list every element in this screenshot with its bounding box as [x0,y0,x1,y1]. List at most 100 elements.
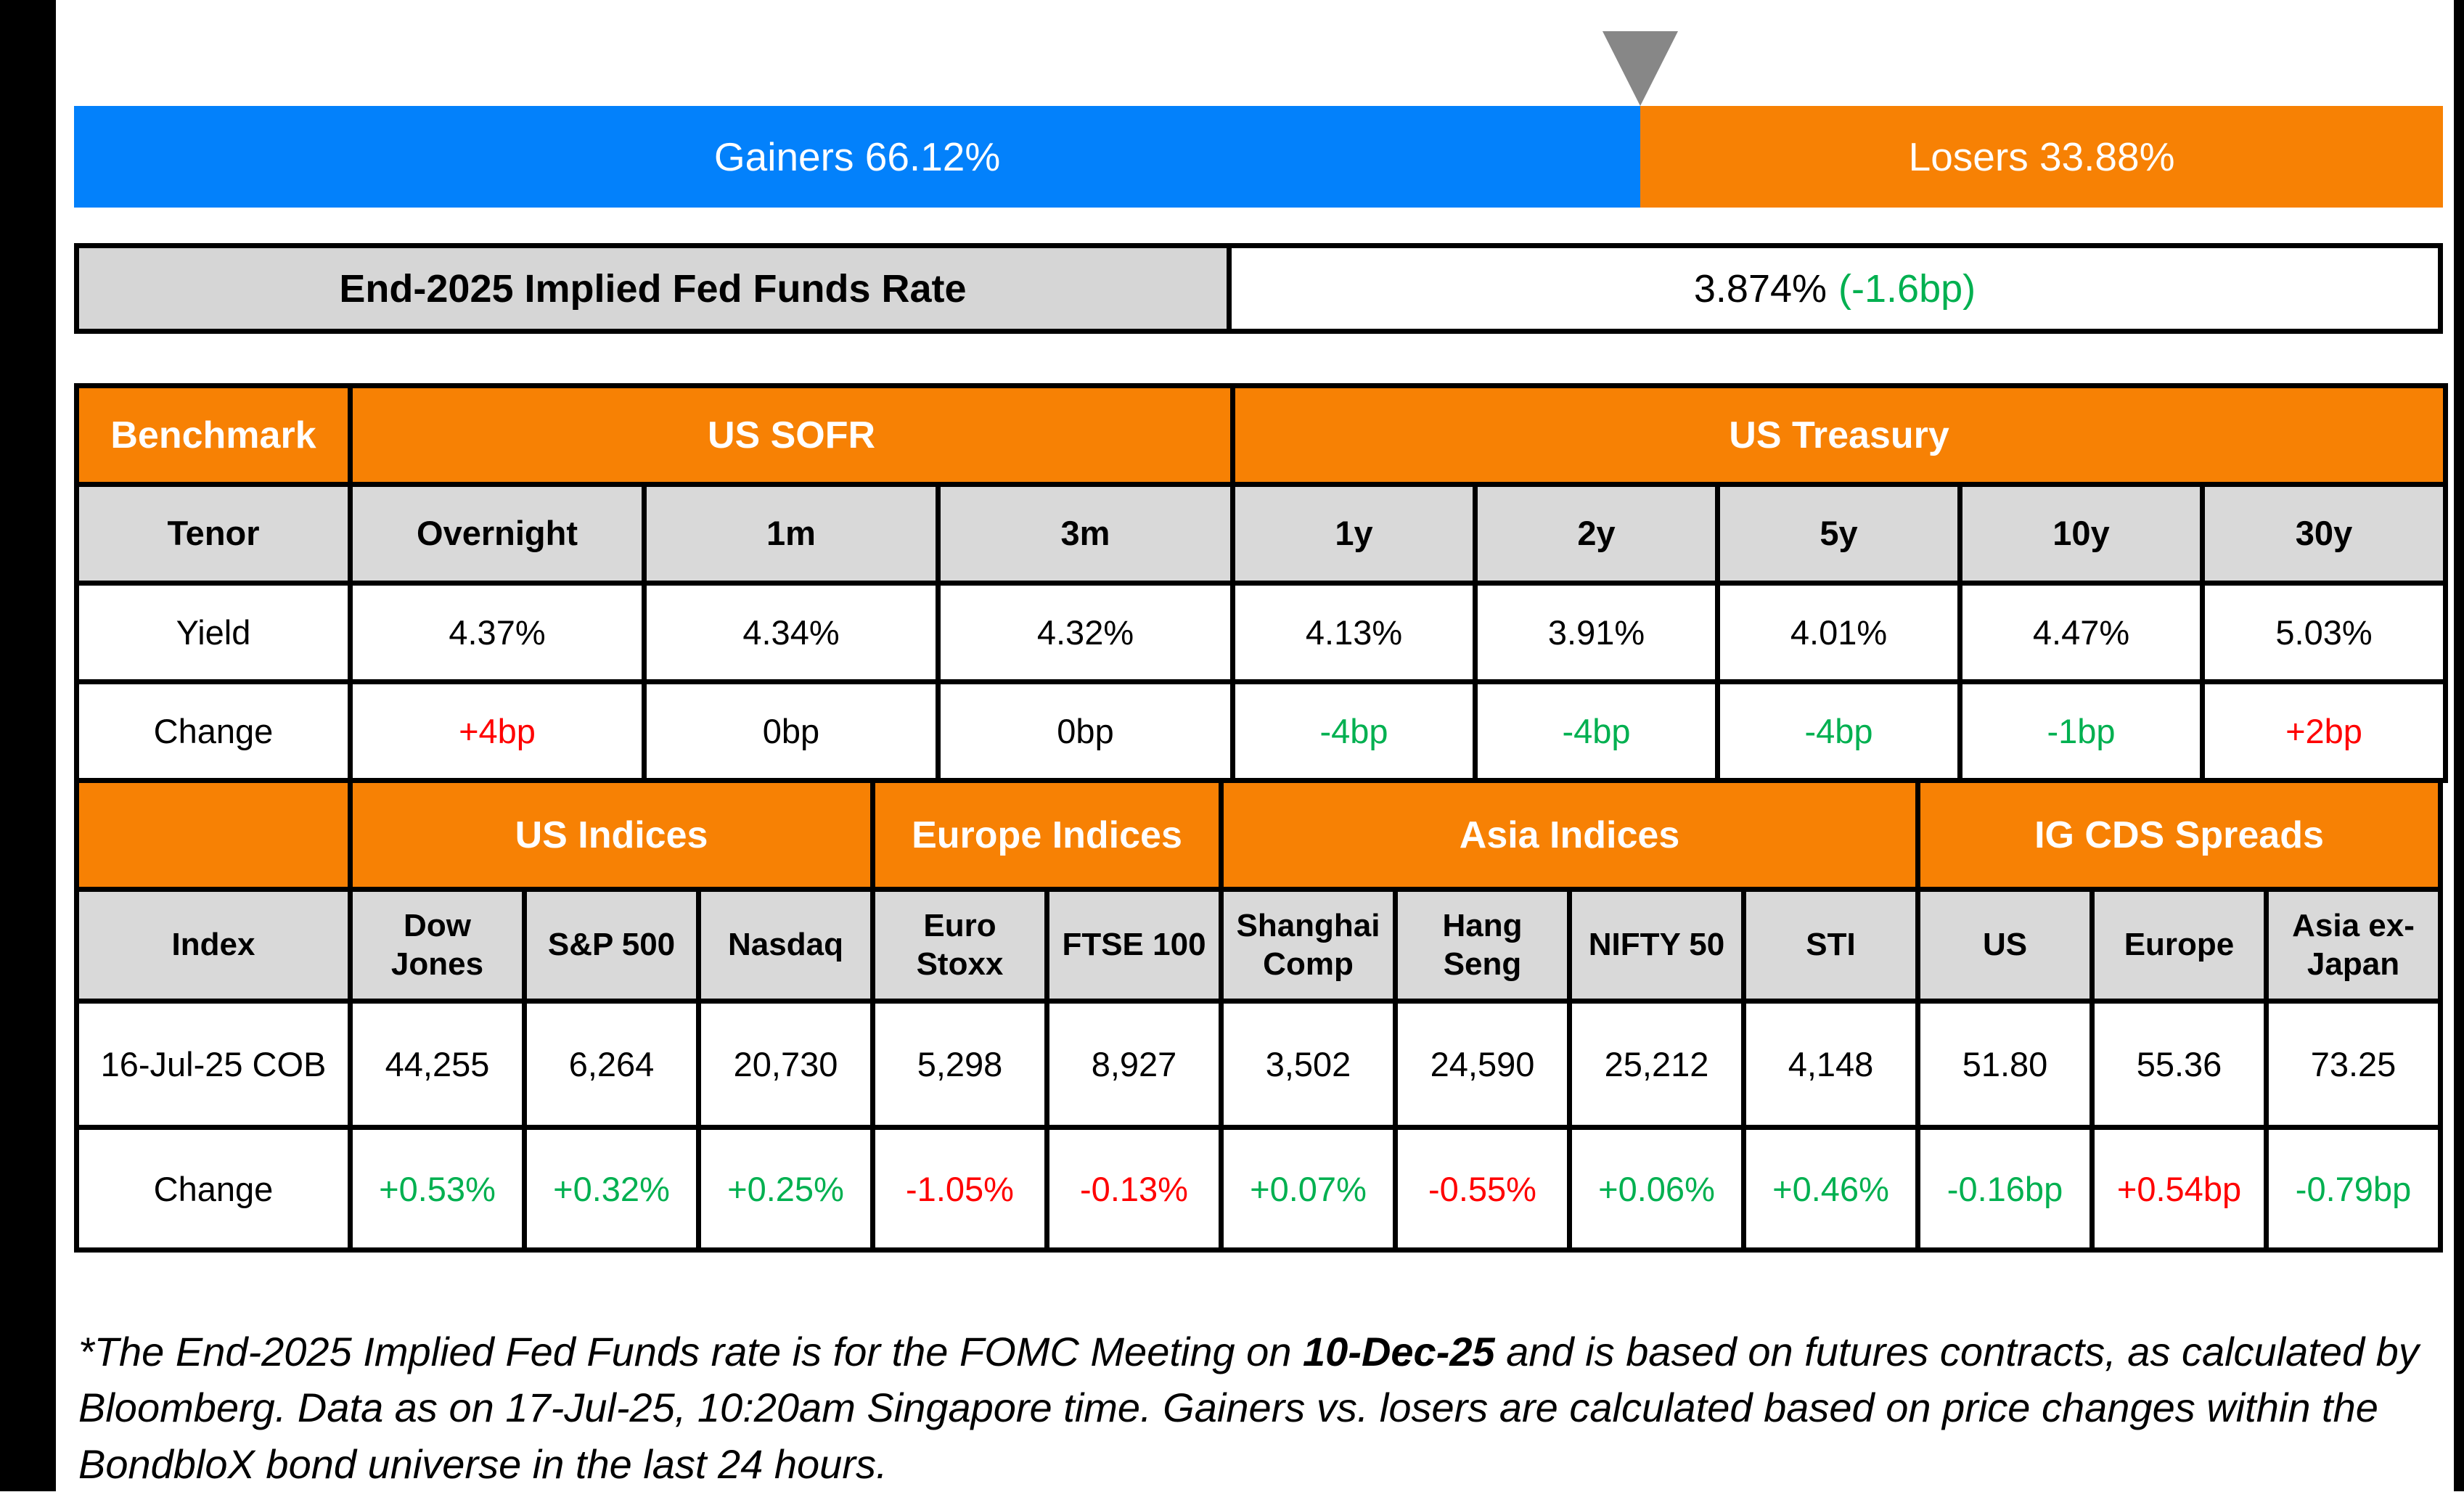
tenor-cell: 10y [1957,482,2206,586]
fed-funds-value: 3.874% (-1.6bp) [1232,248,2438,329]
cob-cell: 6,264 [522,999,701,1130]
cob-cell: 25,212 [1567,999,1746,1130]
yield-label: Yield [74,581,353,684]
change-cell: -0.13% [1044,1125,1224,1253]
yield-cell: 4.34% [642,581,941,684]
header-us-sofr: US SOFR [347,383,1236,487]
fed-funds-label: End-2025 Implied Fed Funds Rate [79,248,1232,329]
header-us-treasury: US Treasury [1230,383,2449,487]
yield-cell: 4.13% [1230,581,1478,684]
cob-cell: 73.25 [2264,999,2443,1130]
tenor-cell: Overnight [348,482,647,586]
change-cell: +0.32% [522,1125,701,1253]
header-us-indices: US Indices [348,778,875,892]
cob-cell: 4,148 [1741,999,1920,1130]
change-label: Change [74,1125,353,1253]
change-label: Change [74,679,353,783]
change-cell: -1.05% [870,1125,1049,1253]
cob-cell: 44,255 [348,999,527,1130]
change-cell: -0.79bp [2264,1125,2443,1253]
footnote-line2: Bloomberg. Data as on 17-Jul-25, 10:20am… [78,1385,2378,1431]
right-black-border [2454,0,2464,1491]
change-cell: +0.06% [1567,1125,1746,1253]
cob-cell: 5,298 [870,999,1049,1130]
yield-cell: 4.01% [1715,581,1963,684]
change-cell: -4bp [1230,679,1478,783]
index-cell: US [1915,887,2095,1004]
footnote: *The End-2025 Implied Fed Funds rate is … [78,1324,2444,1492]
change-cell: 0bp [642,679,941,783]
change-cell: +0.07% [1219,1125,1398,1253]
tenor-cell: 1m [642,482,941,586]
change-cell: +2bp [2200,679,2449,783]
change-cell: 0bp [935,679,1236,783]
yield-cell: 4.32% [935,581,1236,684]
table-row: US Indices Europe Indices Asia Indices I… [74,778,2443,892]
cob-cell: 51.80 [1915,999,2095,1130]
cob-cell: 55.36 [2090,999,2269,1130]
change-cell: -1bp [1957,679,2206,783]
change-cell: +0.53% [348,1125,527,1253]
fed-funds-row: End-2025 Implied Fed Funds Rate 3.874% (… [74,243,2443,334]
change-cell: +4bp [348,679,647,783]
change-cell: +0.25% [696,1125,875,1253]
tenor-cell: 1y [1230,482,1478,586]
left-black-border [0,0,56,1491]
table-row: Index Dow Jones S&P 500 Nasdaq Euro Stox… [74,887,2443,1004]
corner-cell [74,778,353,892]
tenor-label: Tenor [74,482,353,586]
tenor-cell: 5y [1715,482,1963,586]
footnote-line1-post: and is based on futures contracts, as ca… [1494,1329,2419,1374]
header-europe-indices: Europe Indices [870,778,1224,892]
cob-cell: 24,590 [1393,999,1572,1130]
index-cell: S&P 500 [522,887,701,1004]
indices-table: US Indices Europe Indices Asia Indices I… [74,778,2443,1253]
index-cell: Europe [2090,887,2269,1004]
change-cell: +0.54bp [2090,1125,2269,1253]
yield-cell: 5.03% [2200,581,2449,684]
header-ig-cds: IG CDS Spreads [1915,778,2443,892]
gainers-segment: Gainers 66.12% [74,106,1641,208]
index-cell: Asia ex-Japan [2264,887,2443,1004]
gainers-losers-bar: Gainers 66.12% Losers 33.88% [74,106,2443,208]
table-row: Change +0.53% +0.32% +0.25% -1.05% -0.13… [74,1125,2443,1253]
yield-cell: 4.47% [1957,581,2206,684]
index-cell: STI [1741,887,1920,1004]
yield-cell: 3.91% [1473,581,1721,684]
footnote-fomc-date: 10-Dec-25 [1303,1329,1495,1374]
losers-label: Losers 33.88% [1908,134,2175,179]
index-cell: FTSE 100 [1044,887,1224,1004]
index-cell: Dow Jones [348,887,527,1004]
table-row: Tenor Overnight 1m 3m 1y 2y 5y 10y 30y [74,482,2449,586]
fed-funds-rate: 3.874% [1693,266,1827,311]
index-cell: Hang Seng [1393,887,1572,1004]
benchmark-table: Benchmark US SOFR US Treasury Tenor Over… [74,383,2449,783]
marker-triangle-icon [1603,31,1679,106]
cob-label: 16-Jul-25 COB [74,999,353,1130]
table-row: Yield 4.37% 4.34% 4.32% 4.13% 3.91% 4.01… [74,581,2449,684]
change-cell: -0.16bp [1915,1125,2095,1253]
cob-cell: 8,927 [1044,999,1224,1130]
footnote-line3: BondbloX bond universe in the last 24 ho… [78,1440,888,1487]
cob-cell: 20,730 [696,999,875,1130]
change-cell: +0.46% [1741,1125,1920,1253]
yield-cell: 4.37% [348,581,647,684]
change-cell: -4bp [1473,679,1721,783]
losers-segment: Losers 33.88% [1640,106,2443,208]
tenor-cell: 3m [935,482,1236,586]
header-asia-indices: Asia Indices [1219,778,1920,892]
tenor-cell: 2y [1473,482,1721,586]
index-cell: Nasdaq [696,887,875,1004]
cob-cell: 3,502 [1219,999,1398,1130]
fed-funds-change: (-1.6bp) [1838,266,1976,311]
table-row: Benchmark US SOFR US Treasury [74,383,2449,487]
index-cell: Shanghai Comp [1219,887,1398,1004]
table-row: 16-Jul-25 COB 44,255 6,264 20,730 5,298 … [74,999,2443,1130]
change-cell: -4bp [1715,679,1963,783]
footnote-line1-pre: *The End-2025 Implied Fed Funds rate is … [78,1329,1303,1374]
change-cell: -0.55% [1393,1125,1572,1253]
tenor-cell: 30y [2200,482,2449,586]
table-row: Change +4bp 0bp 0bp -4bp -4bp -4bp -1bp … [74,679,2449,783]
gainers-label: Gainers 66.12% [713,134,1001,179]
index-cell: NIFTY 50 [1567,887,1746,1004]
